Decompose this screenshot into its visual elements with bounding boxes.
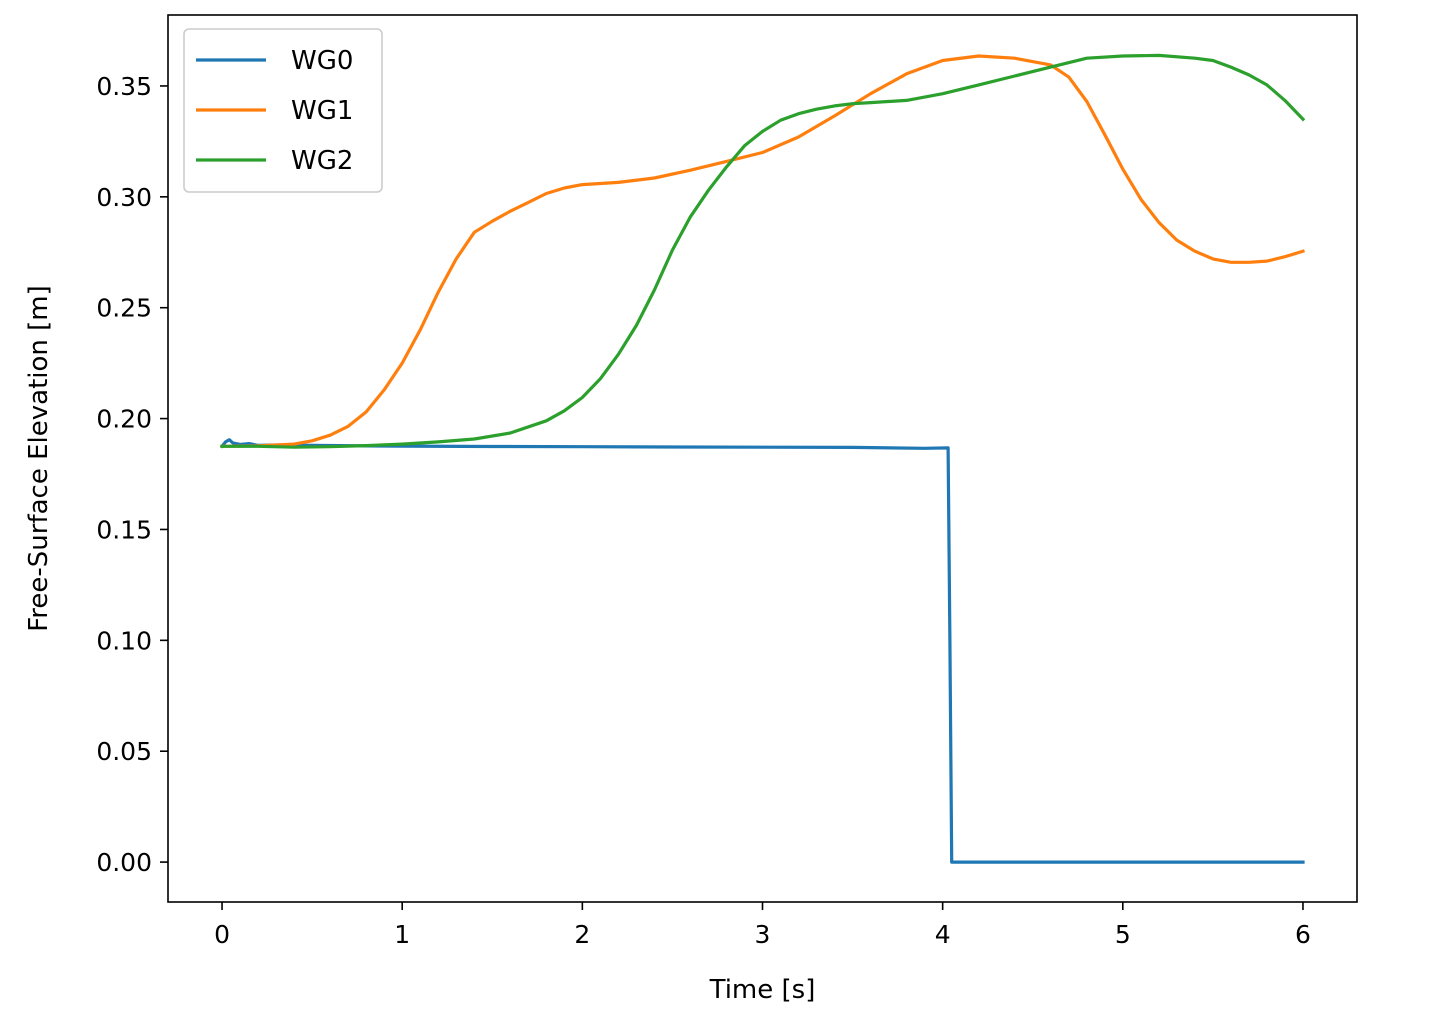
legend-box — [183, 28, 383, 193]
series-line-wg0 — [219, 438, 1305, 864]
x-tick-label: 0 — [214, 920, 230, 949]
x-tick-label: 4 — [935, 920, 951, 949]
series-line-wg2 — [220, 53, 1306, 449]
y-tick-label: 0.15 — [96, 515, 152, 544]
y-tick-label: 0.35 — [96, 72, 152, 101]
y-axis-label: Free-Surface Elevation [m] — [24, 285, 54, 632]
y-tick-label: 0.10 — [96, 626, 152, 655]
legend-label-wg0: WG0 — [291, 46, 353, 76]
x-tick-label: 5 — [1115, 920, 1131, 949]
series-layer — [219, 53, 1306, 864]
legend-label-wg2: WG2 — [291, 146, 353, 176]
x-tick-label: 3 — [755, 920, 771, 949]
y-tick-label: 0.25 — [96, 294, 152, 323]
x-tick-label: 6 — [1295, 920, 1311, 949]
y-axis: 0.00 0.05 0.10 0.15 0.20 0.25 0.30 0.35 — [96, 72, 168, 877]
series-line-wg1 — [220, 54, 1305, 448]
y-tick-label: 0.20 — [96, 405, 152, 434]
y-tick-label: 0.05 — [96, 737, 152, 766]
x-axis: 0 1 2 3 4 5 6 — [214, 902, 1311, 949]
legend-label-wg1: WG1 — [291, 96, 353, 126]
plot-area: 0 1 2 3 4 5 6 0.00 0.05 0.10 0.15 0.20 0.25 0.30 0.35 — [96, 14, 1358, 949]
y-tick-label: 0.30 — [96, 183, 152, 212]
y-tick-label: 0.00 — [96, 848, 152, 877]
x-tick-label: 1 — [394, 920, 410, 949]
x-tick-label: 2 — [574, 920, 590, 949]
x-axis-label: Time [s] — [709, 975, 816, 1005]
legend: WG0 WG1 WG2 — [183, 28, 383, 193]
